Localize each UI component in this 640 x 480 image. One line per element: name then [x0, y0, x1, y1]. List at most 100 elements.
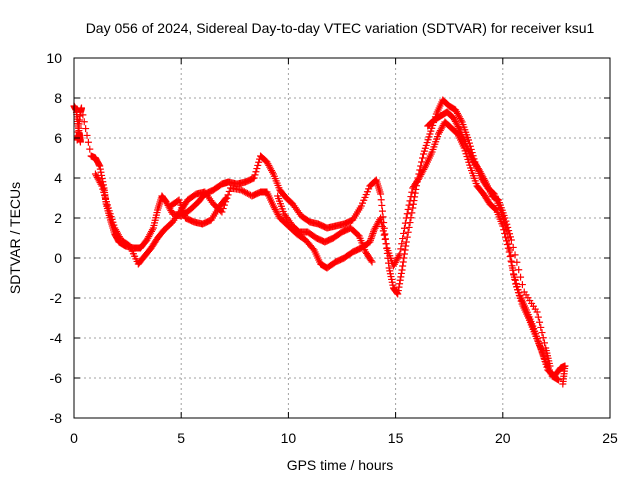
data-point	[377, 190, 385, 198]
data-point	[102, 195, 110, 203]
data-point	[97, 168, 105, 176]
data-point	[399, 262, 407, 270]
data-point	[394, 290, 402, 298]
data-point	[405, 223, 413, 231]
data-point	[511, 275, 519, 283]
data-point	[403, 233, 411, 241]
data-point	[368, 258, 376, 266]
y-tick-label: 10	[46, 50, 62, 66]
data-point	[402, 242, 410, 250]
data-point	[379, 227, 387, 235]
data-point	[397, 245, 405, 253]
y-axis-label: SDTVAR / TECUs	[7, 182, 23, 294]
data-point	[505, 227, 513, 235]
data-point	[505, 248, 513, 256]
data-point	[513, 258, 521, 266]
data-point	[409, 200, 417, 208]
data-series	[70, 96, 569, 388]
data-point	[506, 253, 514, 261]
data-point	[507, 236, 515, 244]
data-point	[402, 238, 410, 246]
data-point	[506, 230, 514, 238]
data-point	[398, 240, 406, 248]
data-point	[407, 193, 415, 201]
data-point	[455, 124, 463, 132]
data-point	[517, 273, 525, 281]
data-point	[409, 204, 417, 212]
data-point	[253, 165, 261, 173]
data-point	[401, 219, 409, 227]
x-tick-labels: 0 5 10 15 20 25	[70, 430, 618, 446]
data-point	[268, 168, 276, 176]
data-point	[377, 214, 385, 222]
data-point	[533, 308, 541, 316]
data-point	[96, 165, 104, 173]
data-point	[221, 195, 229, 203]
axis-ticks	[73, 57, 611, 419]
data-point	[411, 189, 419, 197]
data-point	[481, 176, 489, 184]
data-point	[381, 235, 389, 243]
data-point	[464, 136, 472, 144]
data-point	[255, 158, 263, 166]
data-point	[506, 233, 514, 241]
data-point	[408, 188, 416, 196]
data-point	[406, 197, 414, 205]
data-point	[510, 271, 518, 279]
data-point	[368, 231, 376, 239]
data-point	[367, 257, 375, 265]
data-point	[534, 313, 542, 321]
data-point	[503, 220, 511, 228]
data-point	[539, 334, 547, 342]
data-point	[501, 214, 509, 222]
data-point	[395, 283, 403, 291]
data-point	[366, 238, 374, 246]
data-point	[395, 252, 403, 260]
data-point	[499, 222, 507, 230]
y-tick-label: 0	[54, 250, 62, 266]
data-point	[237, 186, 245, 194]
x-tick-label: 15	[388, 430, 404, 446]
plot-frame	[73, 57, 611, 419]
data-point	[398, 266, 406, 274]
data-point	[368, 233, 376, 241]
data-point	[507, 257, 515, 265]
data-point	[421, 164, 429, 172]
data-point	[97, 180, 105, 188]
y-tick-label: 4	[54, 170, 62, 186]
data-point	[378, 201, 386, 209]
data-point	[366, 236, 374, 244]
data-point	[404, 205, 412, 213]
data-point	[500, 226, 508, 234]
data-point	[419, 154, 427, 162]
data-point	[504, 223, 512, 231]
data-point	[78, 104, 86, 112]
data-point	[511, 251, 519, 259]
data-point	[377, 196, 385, 204]
data-point	[370, 228, 378, 236]
data-point	[82, 125, 90, 133]
data-point	[251, 171, 259, 179]
data-point	[559, 380, 567, 388]
data-point	[95, 161, 103, 169]
data-point	[96, 162, 104, 170]
data-point	[380, 231, 388, 239]
data-point	[400, 224, 408, 232]
data-point	[396, 250, 404, 258]
data-point	[378, 223, 386, 231]
data-point	[400, 229, 408, 237]
data-point	[403, 210, 411, 218]
data-point	[98, 182, 106, 190]
data-point	[103, 201, 111, 209]
data-point	[84, 138, 92, 146]
data-point	[404, 228, 412, 236]
data-point	[382, 240, 390, 248]
data-point	[242, 189, 250, 197]
data-point	[537, 323, 545, 331]
data-point	[396, 276, 404, 284]
x-tick-label: 20	[495, 430, 511, 446]
data-point	[509, 243, 517, 251]
data-point	[402, 214, 410, 222]
data-point	[99, 185, 107, 193]
